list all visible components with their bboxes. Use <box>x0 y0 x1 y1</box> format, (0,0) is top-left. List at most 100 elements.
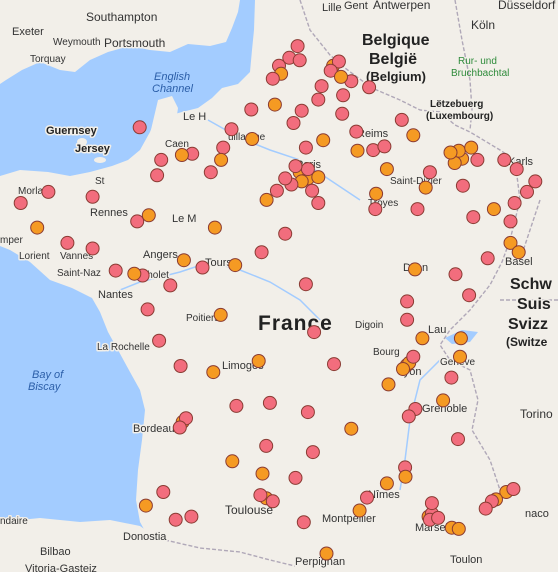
map-marker[interactable] <box>400 294 415 309</box>
map-marker[interactable] <box>259 192 274 207</box>
map-marker[interactable] <box>377 139 392 154</box>
map-marker[interactable] <box>296 515 311 530</box>
map-marker[interactable] <box>154 152 169 167</box>
map-marker[interactable] <box>352 503 367 518</box>
map-marker[interactable] <box>451 432 465 447</box>
map-marker[interactable] <box>140 302 155 317</box>
map-marker[interactable] <box>60 235 75 250</box>
map-marker[interactable] <box>203 165 218 180</box>
map-marker[interactable] <box>415 331 430 346</box>
map-marker[interactable] <box>286 116 301 130</box>
map-marker[interactable] <box>173 359 188 373</box>
map-marker[interactable] <box>214 152 229 167</box>
map-marker[interactable] <box>85 189 100 204</box>
map-marker[interactable] <box>130 214 145 229</box>
map-marker[interactable] <box>503 214 518 229</box>
map-marker[interactable] <box>507 196 522 210</box>
map-marker[interactable] <box>503 235 518 250</box>
map-marker[interactable] <box>292 53 307 68</box>
map-marker[interactable] <box>85 241 100 256</box>
map-marker[interactable] <box>307 325 322 340</box>
map-marker[interactable] <box>132 120 147 135</box>
map-marker[interactable] <box>379 162 394 177</box>
map-marker[interactable] <box>184 509 199 524</box>
map-marker[interactable] <box>334 69 348 84</box>
map-marker[interactable] <box>381 377 396 392</box>
map-marker[interactable] <box>323 63 338 78</box>
map-marker[interactable] <box>298 140 313 155</box>
map-marker[interactable] <box>244 102 259 117</box>
map-marker[interactable] <box>401 409 416 424</box>
map-marker[interactable] <box>195 260 210 275</box>
map-marker[interactable] <box>335 106 350 121</box>
map-marker[interactable] <box>300 405 315 420</box>
map-marker[interactable] <box>349 124 364 139</box>
map-marker[interactable] <box>511 245 526 260</box>
map-marker[interactable] <box>344 421 359 436</box>
map-marker[interactable] <box>216 140 231 155</box>
map-marker[interactable] <box>259 438 274 453</box>
map-marker[interactable] <box>431 510 446 525</box>
map-marker[interactable] <box>305 445 320 460</box>
map-marker[interactable] <box>453 331 468 346</box>
map-marker[interactable] <box>444 370 459 385</box>
map-marker[interactable] <box>506 482 521 496</box>
map-marker[interactable] <box>336 88 351 103</box>
map-marker[interactable] <box>451 521 466 536</box>
map-marker[interactable] <box>436 393 451 408</box>
map-marker[interactable] <box>254 245 269 260</box>
map-marker[interactable] <box>478 501 493 516</box>
map-marker[interactable] <box>269 183 284 198</box>
map-marker[interactable] <box>406 349 421 364</box>
map-marker[interactable] <box>394 112 409 127</box>
map-marker[interactable] <box>422 165 437 180</box>
map-marker[interactable] <box>311 92 326 107</box>
map-marker[interactable] <box>497 152 512 167</box>
map-marker[interactable] <box>453 349 467 364</box>
map-marker[interactable] <box>406 128 421 143</box>
map-marker[interactable] <box>311 170 326 185</box>
map-marker[interactable] <box>298 277 313 292</box>
map-marker[interactable] <box>229 398 244 413</box>
map-marker[interactable] <box>319 546 334 561</box>
map-marker[interactable] <box>396 362 410 376</box>
map-marker[interactable] <box>362 80 377 95</box>
map-marker[interactable] <box>152 333 167 348</box>
map-marker[interactable] <box>408 262 422 277</box>
map-marker[interactable] <box>448 267 463 282</box>
map-marker[interactable] <box>156 485 171 499</box>
map-marker[interactable] <box>225 454 240 469</box>
map-marker[interactable] <box>265 71 280 86</box>
map-marker[interactable] <box>486 202 501 217</box>
map-marker[interactable] <box>206 365 221 380</box>
map-marker[interactable] <box>245 132 260 146</box>
map-marker[interactable] <box>224 122 239 137</box>
map-marker[interactable] <box>150 168 165 183</box>
map-marker[interactable] <box>528 174 543 189</box>
map-marker[interactable] <box>464 140 479 155</box>
map-marker[interactable] <box>294 103 309 118</box>
map-marker[interactable] <box>418 180 433 195</box>
map-marker[interactable] <box>480 251 495 266</box>
map-marker[interactable] <box>368 202 383 217</box>
map-marker[interactable] <box>290 39 305 54</box>
map-marker[interactable] <box>305 183 320 198</box>
map-marker[interactable] <box>360 490 374 505</box>
map-marker[interactable] <box>288 470 303 485</box>
map-marker[interactable] <box>311 196 326 210</box>
map-marker[interactable] <box>288 159 303 174</box>
map-marker[interactable] <box>314 79 329 94</box>
map-marker[interactable] <box>213 307 228 322</box>
map-marker[interactable] <box>30 220 45 235</box>
map-marker[interactable] <box>398 469 413 484</box>
map-marker[interactable] <box>410 202 425 217</box>
map-marker[interactable] <box>127 266 142 281</box>
map-marker[interactable] <box>41 184 56 199</box>
map-marker[interactable] <box>424 496 439 511</box>
map-marker[interactable] <box>350 143 365 158</box>
map-marker[interactable] <box>379 476 394 491</box>
map-marker[interactable] <box>138 498 153 513</box>
map-marker[interactable] <box>369 186 384 201</box>
map-marker[interactable] <box>174 148 189 162</box>
map-marker[interactable] <box>13 196 28 210</box>
